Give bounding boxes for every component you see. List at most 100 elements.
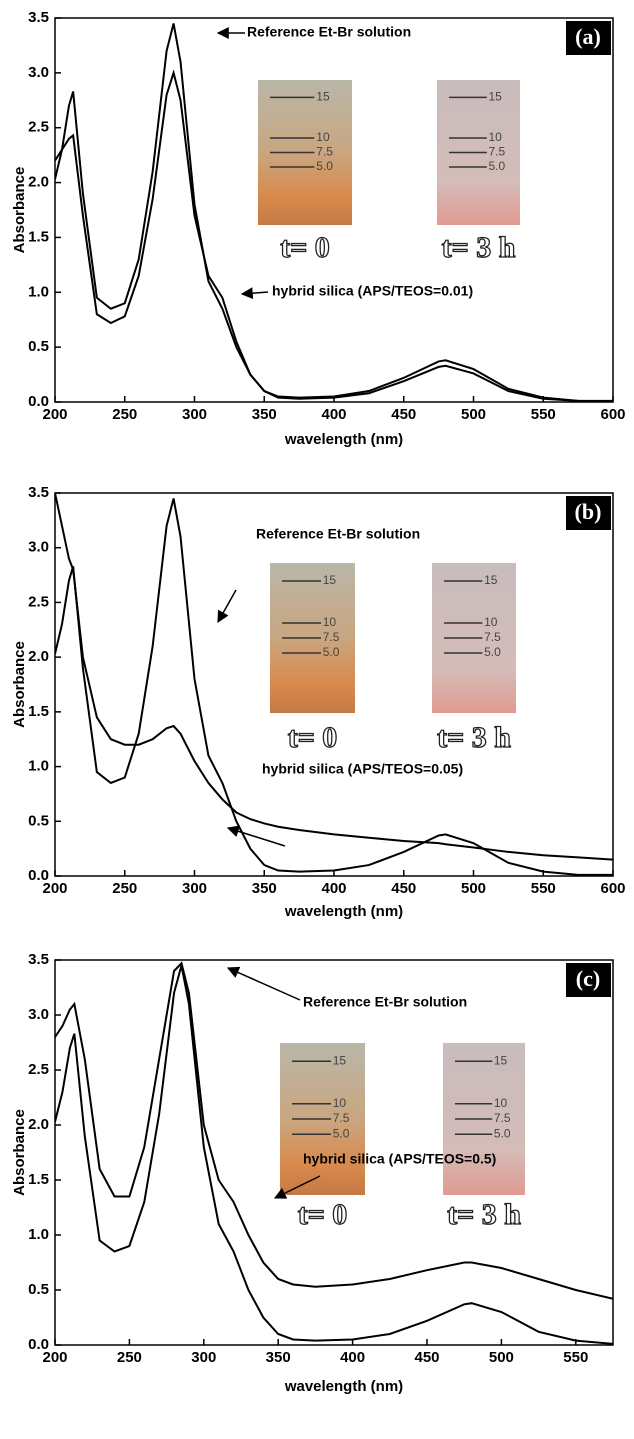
- plot-lines: [55, 493, 613, 876]
- plot-frame: [54, 959, 614, 1346]
- series-annotation: hybrid silica (APS/TEOS=0.5): [303, 1151, 496, 1167]
- series-annotation: Reference Et-Br solution: [256, 526, 420, 542]
- tube-scale-label: 5.0: [316, 159, 333, 173]
- x-tick-label: 550: [531, 880, 556, 897]
- plot-lines: [55, 961, 613, 1345]
- y-tick-label: 2.0: [28, 174, 49, 191]
- annotation-arrow: [240, 287, 269, 300]
- y-tick-label: 0.0: [28, 393, 49, 410]
- y-tick-label: 1.5: [28, 703, 49, 720]
- y-axis-label: Absorbance: [11, 1109, 28, 1196]
- tube-scale-label: 5.0: [488, 159, 505, 173]
- y-tick-label: 3.0: [28, 539, 49, 556]
- photo-caption: t= 0: [280, 231, 330, 264]
- x-tick-label: 550: [563, 1349, 588, 1366]
- tube-scale-label: 7.5: [316, 145, 333, 159]
- tube-scale-label: 5.0: [494, 1126, 511, 1140]
- panel-label-box: [566, 963, 611, 997]
- plot-lines: [55, 23, 613, 402]
- x-tick-label: 350: [252, 880, 277, 897]
- x-tick-label: 350: [266, 1349, 291, 1366]
- y-tick-label: 3.5: [28, 484, 49, 501]
- tube-scale-label: 10: [494, 1096, 508, 1110]
- x-tick-label: 400: [321, 406, 346, 423]
- y-axis-label: Absorbance: [11, 167, 28, 254]
- tube-scale-label: 7.5: [323, 630, 340, 644]
- x-tick-label: 600: [600, 880, 625, 897]
- x-tick-label: 300: [182, 406, 207, 423]
- y-tick-label: 3.5: [28, 9, 49, 26]
- panel-label-box: [566, 21, 611, 55]
- annotation-arrow: [226, 825, 286, 847]
- series-annotation: hybrid silica (APS/TEOS=0.01): [272, 283, 473, 299]
- x-tick-label: 500: [461, 406, 486, 423]
- panel-label-box: [566, 496, 611, 530]
- spectrum-line: [55, 69, 613, 402]
- tube-scale-label: 15: [316, 90, 330, 104]
- tube-scale-label: 7.5: [333, 1111, 350, 1125]
- tube-scale-label: 7.5: [494, 1111, 511, 1125]
- y-tick-label: 2.0: [28, 648, 49, 665]
- spectrum-line: [55, 965, 613, 1345]
- tube-scale-label: 5.0: [484, 645, 501, 659]
- x-tick-label: 200: [42, 880, 67, 897]
- spectrum-line: [55, 498, 613, 876]
- y-tick-label: 0.5: [28, 1281, 49, 1298]
- x-tick-label: 250: [112, 880, 137, 897]
- annotation-arrow: [226, 966, 301, 1001]
- tube-scale-label: 10: [316, 130, 330, 144]
- spectrum-line: [55, 23, 613, 402]
- x-tick-label: 400: [340, 1349, 365, 1366]
- spectrum-line: [55, 961, 613, 1300]
- y-tick-label: 0.0: [28, 1336, 49, 1353]
- tube-scale-label: 15: [484, 573, 498, 587]
- y-tick-label: 1.5: [28, 1171, 49, 1188]
- tube-scale-label: 10: [323, 615, 337, 629]
- x-tick-label: 450: [391, 880, 416, 897]
- y-tick-label: 1.0: [28, 758, 49, 775]
- y-tick-label: 3.0: [28, 64, 49, 81]
- tube-scale-label: 10: [333, 1096, 347, 1110]
- tube-scale-label: 5.0: [333, 1126, 350, 1140]
- y-tick-label: 0.5: [28, 338, 49, 355]
- y-tick-label: 1.5: [28, 228, 49, 245]
- series-annotation: hybrid silica (APS/TEOS=0.05): [262, 761, 463, 777]
- x-tick-label: 400: [321, 880, 346, 897]
- series-annotation: Reference Et-Br solution: [247, 24, 411, 40]
- tube-scale-label: 15: [333, 1053, 347, 1067]
- tube-scale-label: 7.5: [484, 630, 501, 644]
- y-tick-label: 1.0: [28, 1226, 49, 1243]
- tube-scale-label: 5.0: [323, 645, 340, 659]
- panel-label: (c): [576, 966, 600, 991]
- x-tick-label: 500: [461, 880, 486, 897]
- x-tick-label: 550: [531, 406, 556, 423]
- x-axis-label: wavelength (nm): [284, 903, 403, 920]
- tube-scale-label: 10: [484, 615, 498, 629]
- x-axis-label: wavelength (nm): [284, 1378, 403, 1395]
- x-axis-label: wavelength (nm): [284, 431, 403, 448]
- tube-scale-label: 10: [488, 130, 502, 144]
- x-tick-label: 250: [112, 406, 137, 423]
- x-tick-label: 350: [252, 406, 277, 423]
- y-tick-label: 2.0: [28, 1116, 49, 1133]
- y-tick-label: 0.5: [28, 812, 49, 829]
- spectrum-line: [55, 493, 613, 861]
- tube-scale-label: 15: [494, 1053, 508, 1067]
- y-tick-label: 1.0: [28, 283, 49, 300]
- photo-caption: t= 3 h: [447, 1198, 521, 1231]
- x-tick-label: 450: [391, 406, 416, 423]
- series-annotation: Reference Et-Br solution: [303, 994, 467, 1010]
- tube-scale-label: 7.5: [488, 145, 505, 159]
- photo-caption: t= 3 h: [442, 231, 516, 264]
- x-tick-label: 300: [191, 1349, 216, 1366]
- panel-label: (b): [575, 499, 602, 524]
- y-tick-label: 2.5: [28, 119, 49, 136]
- x-tick-label: 500: [489, 1349, 514, 1366]
- photo-caption: t= 0: [298, 1198, 348, 1231]
- tube-scale-label: 15: [323, 573, 337, 587]
- photo-caption: t= 0: [288, 721, 338, 754]
- x-tick-label: 200: [42, 1349, 67, 1366]
- panel-label: (a): [575, 24, 601, 49]
- y-tick-label: 0.0: [28, 867, 49, 884]
